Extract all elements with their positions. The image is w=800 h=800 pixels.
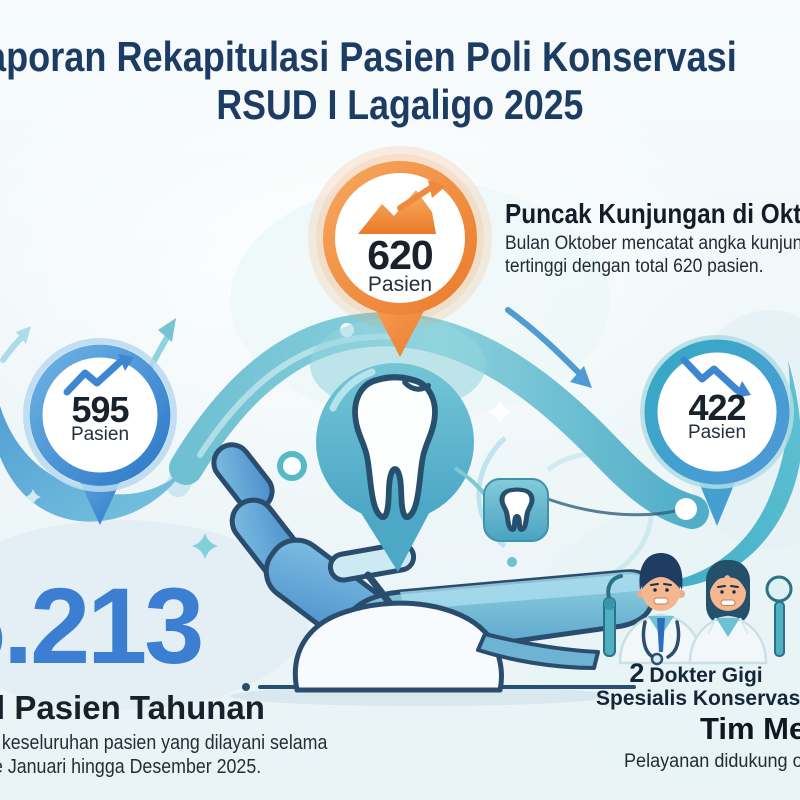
team-role: Dokter Gigi	[649, 664, 763, 687]
donut-decor	[277, 451, 307, 481]
team-count: 2	[629, 658, 645, 688]
peak-body-line2: tertinggi dengan total 620 pasien.	[505, 256, 764, 277]
annual-total-heading: l Pasien Tahunan	[0, 689, 265, 726]
line-trend-down-icon	[680, 356, 751, 398]
male-dentist	[618, 553, 704, 666]
title-line2: RSUD I Lagaligo 2025	[216, 81, 584, 128]
pin-595	[23, 338, 177, 525]
sparkle-icon	[25, 489, 41, 505]
pin-595-unit: Pasien	[70, 424, 130, 445]
right-swoosh	[652, 360, 800, 589]
ground-dot	[242, 683, 250, 691]
dental-mirror-icon	[765, 575, 793, 657]
title-line1: aporan Rekapitulasi Pasien Poli Konserva…	[0, 33, 737, 80]
tooth-app-icon	[453, 466, 549, 542]
two-dentists-illustration	[603, 553, 793, 666]
line-trend-up-icon	[63, 354, 134, 396]
team-count-line: 2 Dokter Gigi	[596, 660, 796, 687]
pin-422	[640, 335, 794, 526]
team-heading: Tim Medis	[700, 711, 800, 746]
annual-body-line1: h keseluruhan pasien yang dilayani selam…	[0, 732, 328, 754]
sparkle-icon	[488, 400, 512, 424]
trend-arrow-down-right-icon	[505, 307, 592, 388]
edge-arrow-icon	[0, 326, 31, 363]
wave-cable-line	[544, 496, 685, 517]
pin-620-unit: Pasien	[367, 273, 433, 296]
dental-probe-icon	[603, 574, 623, 657]
team-body-line1: Pelayanan didukung oleh	[624, 751, 800, 772]
team-specialty: Spesialis Konservasi	[596, 687, 800, 710]
female-dentist	[688, 560, 768, 665]
pin-620	[308, 146, 492, 357]
tooth-icon	[352, 374, 438, 521]
mountain-trend-up-icon	[358, 180, 446, 234]
peak-body-line1: Bulan Oktober mencatat angka kunjungan	[505, 233, 800, 254]
dental-chair-illustration	[211, 442, 656, 693]
pin-595-value: 595	[71, 389, 129, 430]
sparkle-icon	[192, 533, 218, 559]
pin-422-unit: Pasien	[687, 422, 747, 443]
wave-dot	[675, 498, 697, 520]
pin-620-value: 620	[367, 232, 433, 278]
left-swoosh	[0, 405, 186, 522]
annual-body-line2: e Januari hingga Desember 2025.	[0, 756, 262, 778]
peak-heading: Puncak Kunjungan di Oktober	[505, 198, 800, 229]
tooth-in-speech-bubble-icon	[310, 317, 486, 572]
annual-total-value: 6.213	[0, 565, 204, 686]
pin-422-value: 422	[688, 387, 746, 428]
dot-decor	[507, 557, 517, 567]
